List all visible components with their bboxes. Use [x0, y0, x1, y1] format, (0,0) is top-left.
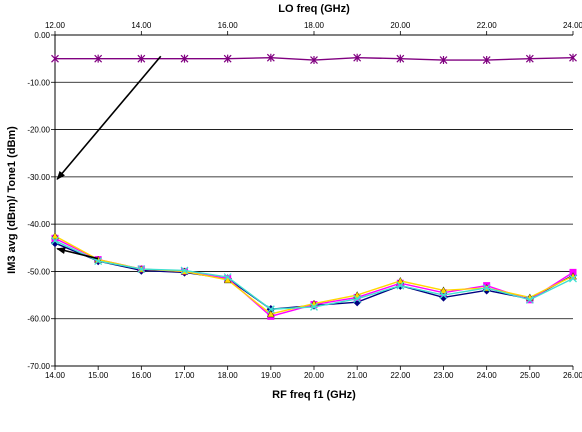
x-tick-label: 21.00	[347, 371, 368, 380]
data-point	[310, 56, 318, 65]
x-tick-label: 19.00	[261, 371, 282, 380]
data-point	[353, 53, 362, 62]
data-point	[569, 53, 577, 62]
data-point	[525, 54, 534, 63]
annotations	[56, 55, 162, 260]
annotation-arrow	[56, 55, 162, 180]
top-tick-label: 16.00	[218, 21, 239, 30]
x-tick-label: 17.00	[174, 371, 195, 380]
x-tick-label: 15.00	[88, 371, 109, 380]
y-tick-label: -60.00	[27, 315, 50, 324]
top-axis-title: LO freq (GHz)	[278, 3, 350, 15]
x-axis-title: RF freq f1 (GHz)	[272, 389, 356, 401]
top-tick-label: 22.00	[477, 21, 498, 30]
x-tick-label: 26.00	[563, 371, 582, 380]
y-tick-label: -40.00	[27, 220, 50, 229]
data-point	[353, 294, 362, 303]
y-axis-title: IM3 avg (dBm)/ Tone1 (dBm)	[6, 126, 18, 274]
y-tick-label: -50.00	[27, 267, 50, 276]
y-tick-label: -10.00	[27, 78, 50, 87]
data-point	[525, 295, 534, 304]
data-point	[396, 54, 405, 63]
data-point	[439, 56, 448, 65]
data-point	[569, 274, 577, 283]
annotation-arrow	[56, 247, 99, 260]
data-point	[482, 284, 491, 292]
data-point	[266, 305, 275, 314]
top-tick-label: 24.00	[563, 21, 582, 30]
data-point	[223, 273, 232, 282]
series-1	[51, 53, 577, 65]
x-tick-label: 24.00	[477, 371, 498, 380]
y-tick-label: -20.00	[27, 126, 50, 135]
x-tick-label: 20.00	[304, 371, 325, 380]
top-tick-label: 20.00	[390, 21, 411, 30]
plot-area	[55, 35, 573, 366]
data-point	[396, 281, 405, 290]
data-point	[137, 54, 146, 63]
data-point	[396, 276, 405, 285]
x-tick-label: 25.00	[520, 371, 541, 380]
data-point	[439, 291, 448, 300]
y-tick-label: -30.00	[27, 173, 50, 182]
x-tick-label: 22.00	[390, 371, 411, 380]
data-point	[482, 56, 491, 65]
data-point	[137, 265, 146, 274]
data-point	[266, 310, 275, 318]
series-group	[50, 53, 578, 320]
x-tick-label: 23.00	[433, 371, 454, 380]
top-tick-label: 12.00	[45, 21, 66, 30]
series-5	[51, 236, 577, 314]
x-tick-label: 16.00	[131, 371, 152, 380]
x-tick-label: 14.00	[45, 371, 66, 380]
top-tick-label: 14.00	[131, 21, 152, 30]
x-tick-label: 18.00	[218, 371, 239, 380]
data-point	[180, 266, 189, 275]
data-point	[223, 54, 232, 63]
data-point	[94, 54, 103, 63]
y-tick-label: -70.00	[27, 362, 50, 371]
axes	[51, 31, 574, 370]
data-point	[310, 302, 318, 311]
data-point	[180, 54, 189, 63]
tick-labels: 0.00 -10.00 -20.00 -30.00 -40.00 -50.00 -60.00…	[27, 21, 582, 380]
data-point	[439, 286, 448, 294]
data-point	[51, 54, 59, 63]
data-point	[51, 236, 59, 245]
data-point	[266, 53, 275, 62]
data-point	[51, 232, 59, 240]
y-tick-label: 0.00	[34, 31, 50, 40]
top-tick-label: 18.00	[304, 21, 325, 30]
